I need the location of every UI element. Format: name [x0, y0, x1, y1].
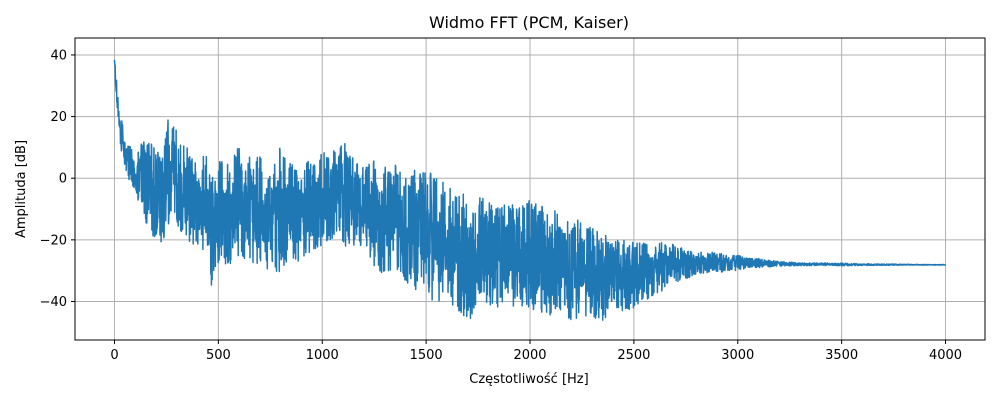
y-axis-label: Amplituda [dB]: [14, 140, 29, 238]
y-tick-label: −40: [40, 295, 67, 310]
x-axis-ticks: 0 500 1000 1500 2000 2500 3000 3500 4000: [110, 340, 962, 363]
x-tick-label: 0: [110, 348, 118, 363]
y-tick-label: −20: [40, 233, 67, 248]
y-tick-label: 40: [50, 48, 67, 63]
chart-title: Widmo FFT (PCM, Kaiser): [429, 13, 629, 32]
y-tick-label: 0: [59, 172, 67, 187]
x-tick-label: 3000: [721, 348, 754, 363]
y-tick-label: 20: [50, 110, 67, 125]
x-axis-label: Częstotliwość [Hz]: [469, 372, 588, 387]
x-tick-label: 500: [206, 348, 231, 363]
x-tick-label: 3500: [825, 348, 858, 363]
y-axis-ticks: −40 −20 0 20 40: [40, 48, 75, 310]
x-tick-label: 2500: [617, 348, 650, 363]
spectrum-line: [113, 59, 947, 321]
x-tick-label: 2000: [513, 348, 546, 363]
x-tick-label: 1500: [410, 348, 443, 363]
data-layer: [113, 59, 947, 321]
x-tick-label: 1000: [306, 348, 339, 363]
x-tick-label: 4000: [929, 348, 962, 363]
